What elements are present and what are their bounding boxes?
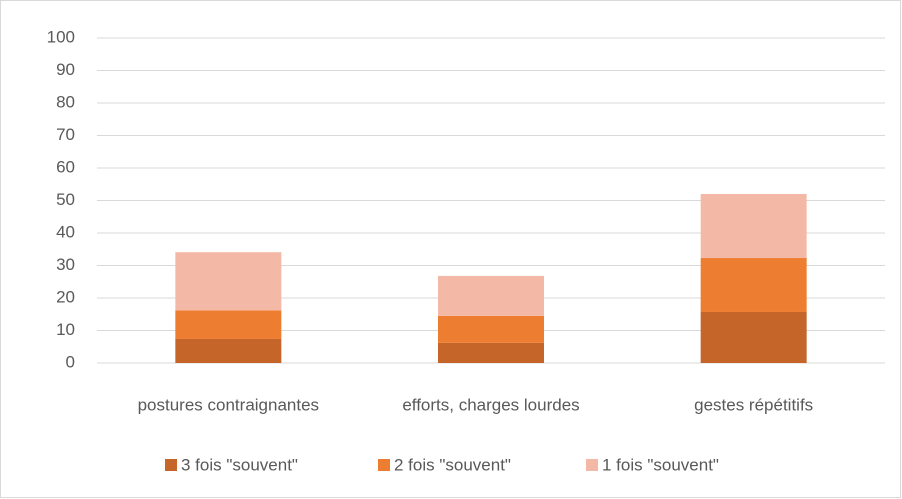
y-tick-label: 80	[56, 92, 75, 111]
y-tick-label: 30	[56, 255, 75, 274]
y-tick-label: 20	[56, 287, 75, 306]
y-tick-label: 0	[66, 352, 75, 371]
y-tick-label: 100	[47, 27, 75, 46]
bar-segment	[700, 311, 807, 363]
bar-segment	[438, 342, 544, 363]
bar-segment	[700, 194, 807, 259]
bar-segment	[438, 315, 544, 343]
legend-label: 3 fois "souvent"	[181, 455, 298, 474]
legend-label: 1 fois "souvent"	[602, 455, 719, 474]
legend-swatch	[586, 459, 598, 471]
bar-segment	[175, 338, 282, 363]
legend-swatch	[378, 459, 390, 471]
legend-label: 2 fois "souvent"	[394, 455, 511, 474]
x-tick-label: gestes répétitifs	[694, 395, 813, 414]
bar-segment	[175, 310, 282, 339]
y-tick-label: 70	[56, 125, 75, 144]
y-tick-label: 10	[56, 320, 75, 339]
y-tick-label: 50	[56, 190, 75, 209]
bar-segment	[700, 258, 807, 312]
x-tick-label: postures contraignantes	[138, 395, 319, 414]
x-tick-label: efforts, charges lourdes	[402, 395, 579, 414]
y-tick-label: 90	[56, 60, 75, 79]
y-tick-label: 40	[56, 222, 75, 241]
y-tick-label: 60	[56, 157, 75, 176]
legend-swatch	[165, 459, 177, 471]
bar-segment	[175, 252, 282, 311]
bar-segment	[438, 275, 544, 316]
